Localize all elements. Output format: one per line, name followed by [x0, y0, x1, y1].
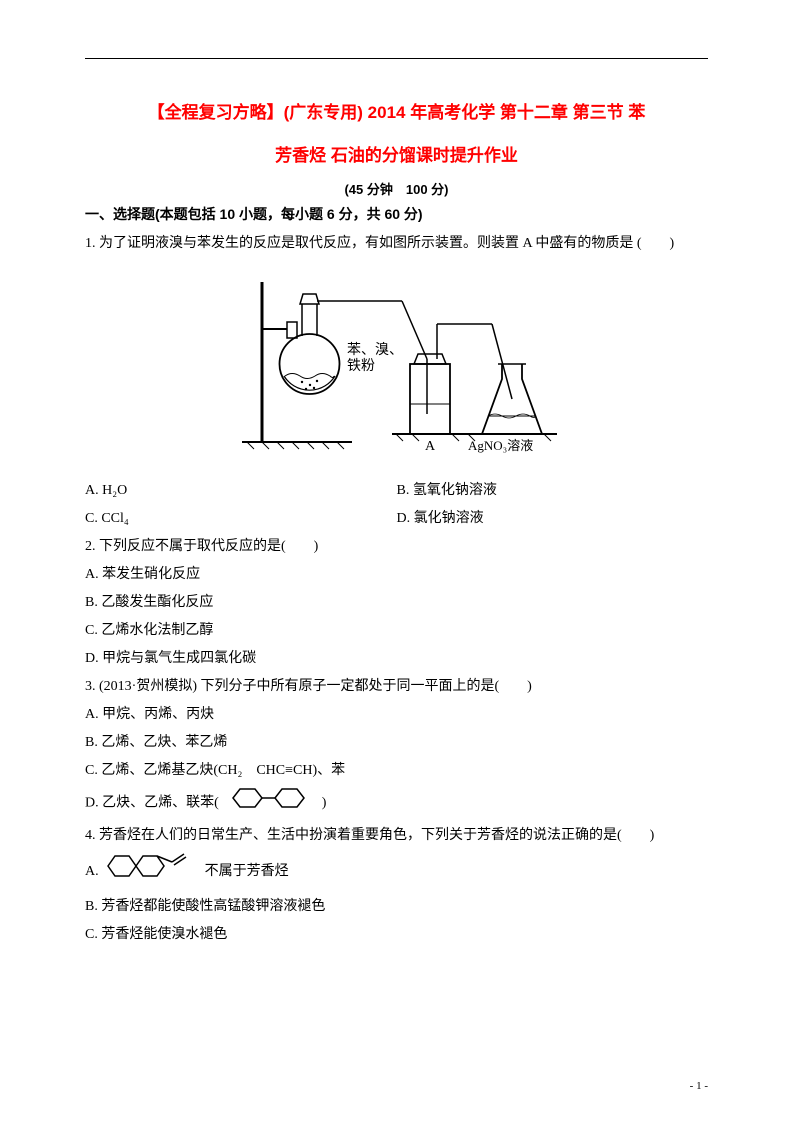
q4-opt-c: C. 芳香烃能使溴水褪色: [85, 921, 708, 949]
q3-opt-a: A. 甲烷、丙烯、丙炔: [85, 701, 708, 729]
q2-opt-c: C. 乙烯水化法制乙醇: [85, 617, 708, 645]
q3-opt-c: C. 乙烯、乙烯基乙炔(CH₂ CHC≡CH)、苯: [85, 757, 708, 785]
svg-text:A: A: [425, 439, 436, 454]
top-rule: [85, 58, 708, 59]
q2-opt-b: B. 乙酸发生酯化反应: [85, 589, 708, 617]
q3-opt-d-pre: D. 乙炔、乙烯、联苯(: [85, 796, 219, 811]
svg-text:AgNO₃溶液: AgNO₃溶液: [468, 438, 533, 453]
q1-opt-a: A. H₂O: [85, 477, 397, 505]
q4-opt-b: B. 芳香烃都能使酸性高锰酸钾溶液褪色: [85, 893, 708, 921]
q4-opt-a-pre: A.: [85, 858, 99, 886]
naphthyl-vinyl-icon: [102, 850, 202, 893]
q4-opt-a-post: 不属于芳香烃: [205, 858, 289, 886]
doc-title-line2: 芳香烃 石油的分馏课时提升作业: [85, 141, 708, 172]
q2-opt-a: A. 苯发生硝化反应: [85, 561, 708, 589]
q1-stem: 1. 为了证明液溴与苯发生的反应是取代反应，有如图所示装置。则装置 A 中盛有的…: [85, 230, 708, 258]
q3-opt-d: D. 乙炔、乙烯、联苯( ): [85, 785, 708, 822]
q1-opt-b: B. 氢氧化钠溶液: [397, 477, 709, 505]
svg-text:苯、溴、: 苯、溴、: [347, 341, 403, 358]
q2-opt-d: D. 甲烷与氯气生成四氯化碳: [85, 645, 708, 673]
q3-stem: 3. (2013·贺州模拟) 下列分子中所有原子一定都处于同一平面上的是( ): [85, 673, 708, 701]
doc-subtitle: (45 分钟 100 分): [85, 179, 708, 198]
q1-opt-c: C. CCl₄: [85, 505, 397, 533]
doc-title-line1: 【全程复习方略】(广东专用) 2014 年高考化学 第十二章 第三节 苯: [85, 98, 708, 129]
q1-diagram: 苯、溴、 铁粉 A AgNO₃溶液: [85, 264, 708, 469]
q2-stem: 2. 下列反应不属于取代反应的是( ): [85, 533, 708, 561]
page-number: - 1 -: [690, 1080, 708, 1092]
q1-opt-d: D. 氯化钠溶液: [397, 505, 709, 533]
biphenyl-icon: [225, 785, 315, 822]
q4-stem: 4. 芳香烃在人们的日常生产、生活中扮演着重要角色，下列关于芳香烃的说法正确的是…: [85, 822, 708, 850]
q3-opt-d-post: ): [322, 796, 327, 811]
section-heading: 一、选择题(本题包括 10 小题，每小题 6 分，共 60 分): [85, 204, 708, 224]
q3-opt-b: B. 乙烯、乙炔、苯乙烯: [85, 729, 708, 757]
svg-text:铁粉: 铁粉: [347, 358, 375, 374]
q4-opt-a: A. 不属于芳香烃: [85, 850, 708, 893]
